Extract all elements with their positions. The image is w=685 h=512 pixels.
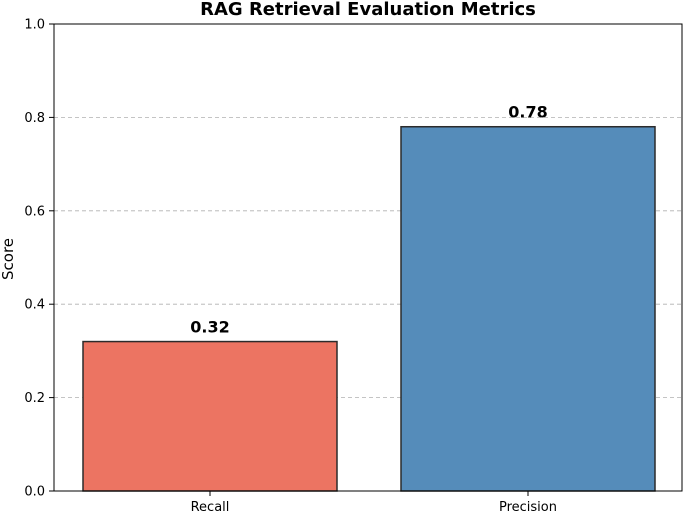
data-label-recall: 0.32 [190,318,229,337]
data-labels: 0.32 0.78 [190,103,547,337]
bar-recall [82,340,338,492]
plot-frame [53,23,683,492]
x-tick-label: Recall [191,500,230,512]
tick-labels: Recall Precision 0.0 0.2 0.4 0.6 0.8 1.0 [24,18,557,512]
axes [49,23,683,496]
y-tick-label: 0.2 [24,391,45,406]
chart-title: RAG Retrieval Evaluation Metrics [200,0,536,20]
y-tick-label: 0.8 [24,111,45,126]
y-tick-label: 0.4 [24,298,45,313]
y-axis-label: Score [0,238,17,280]
bars [82,125,656,492]
data-label-precision: 0.78 [508,103,547,122]
y-tick-label: 0.0 [24,485,45,500]
y-tick-label: 0.6 [24,204,45,219]
x-tick-label: Precision [499,500,557,512]
bar-precision [400,125,656,492]
y-tick-label: 1.0 [24,18,45,33]
